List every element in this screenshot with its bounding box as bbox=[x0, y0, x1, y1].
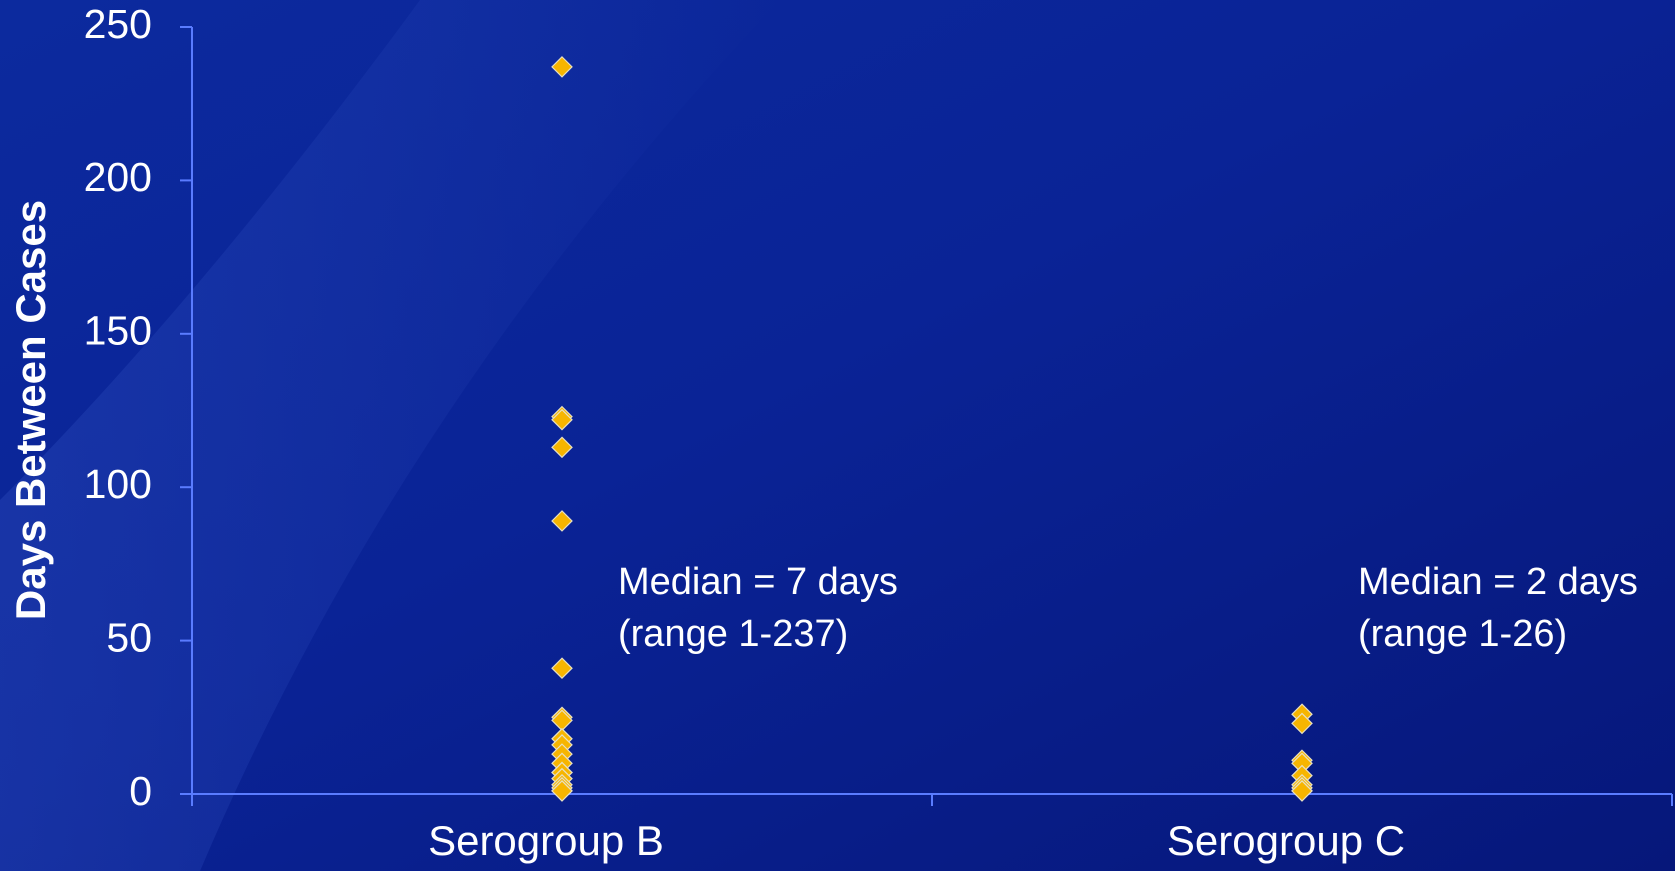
data-point bbox=[551, 510, 573, 532]
data-point bbox=[1291, 712, 1313, 735]
y-tick-label: 0 bbox=[129, 768, 152, 814]
y-axis-label: Days Between Cases bbox=[7, 200, 54, 620]
y-tick-label: 50 bbox=[106, 614, 152, 660]
annotation: (range 1-237) bbox=[618, 613, 848, 655]
x-tick-label: Serogroup C bbox=[1167, 817, 1405, 864]
data-point bbox=[1291, 780, 1313, 802]
y-tick-label: 150 bbox=[84, 308, 152, 354]
data-point bbox=[551, 657, 573, 680]
data-point bbox=[551, 408, 573, 431]
y-tick-label: 100 bbox=[84, 461, 152, 507]
annotation: Median = 2 days bbox=[1358, 561, 1638, 603]
y-tick-label: 200 bbox=[84, 154, 152, 200]
y-tick-label: 250 bbox=[84, 1, 152, 47]
data-point bbox=[551, 780, 573, 802]
data-point bbox=[551, 56, 573, 78]
data-point bbox=[551, 436, 573, 459]
annotation: Median = 7 days bbox=[618, 561, 898, 603]
x-tick-label: Serogroup B bbox=[428, 817, 664, 864]
annotation: (range 1-26) bbox=[1358, 613, 1567, 655]
background-streak bbox=[0, 0, 780, 871]
